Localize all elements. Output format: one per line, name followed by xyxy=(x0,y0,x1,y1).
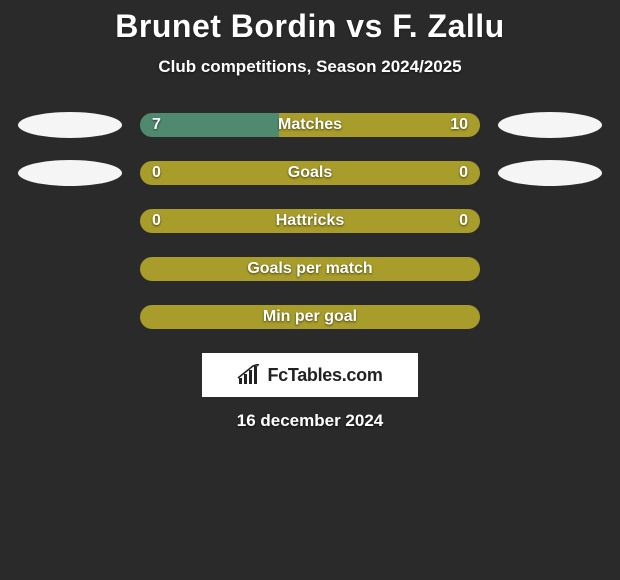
stat-label: Min per goal xyxy=(263,308,357,326)
comparison-card: Brunet Bordin vs F. Zallu Club competiti… xyxy=(0,0,620,431)
stat-bar-right-fill xyxy=(310,161,480,185)
logo-text: FcTables.com xyxy=(267,365,382,386)
stat-right-value: 0 xyxy=(459,212,468,230)
stat-label: Goals xyxy=(288,164,332,182)
logo-inner: FcTables.com xyxy=(237,364,382,386)
player-right-badge-slot xyxy=(480,112,610,138)
subtitle: Club competitions, Season 2024/2025 xyxy=(0,57,620,77)
stat-bar: 0 0 Hattricks xyxy=(140,209,480,233)
player-left-badge xyxy=(18,160,122,186)
stat-row: 0 0 Goals xyxy=(0,161,620,185)
stat-label: Matches xyxy=(278,116,342,134)
stat-left-value: 7 xyxy=(152,116,161,134)
source-logo[interactable]: FcTables.com xyxy=(202,353,418,397)
stat-left-value: 0 xyxy=(152,212,161,230)
page-title: Brunet Bordin vs F. Zallu xyxy=(0,8,620,45)
player-left-badge-slot xyxy=(10,112,140,138)
stat-row: Goals per match xyxy=(0,257,620,281)
stat-bar: 7 10 Matches xyxy=(140,113,480,137)
stat-row: 0 0 Hattricks xyxy=(0,209,620,233)
stat-bar: Goals per match xyxy=(140,257,480,281)
stat-bar-left-fill xyxy=(140,161,310,185)
player-left-badge-slot xyxy=(10,160,140,186)
stat-right-value: 0 xyxy=(459,164,468,182)
stat-bar: Min per goal xyxy=(140,305,480,329)
stat-row: 7 10 Matches xyxy=(0,113,620,137)
player-left-badge xyxy=(18,112,122,138)
player-right-badge xyxy=(498,112,602,138)
stat-bar: 0 0 Goals xyxy=(140,161,480,185)
stat-label: Hattricks xyxy=(276,212,344,230)
player-right-badge xyxy=(498,160,602,186)
player-right-badge-slot xyxy=(480,160,610,186)
stat-right-value: 10 xyxy=(450,116,468,134)
stats-area: 7 10 Matches 0 0 Goals 0 0 Hattricks Goals per ma… xyxy=(0,113,620,329)
stat-label: Goals per match xyxy=(247,260,372,278)
bar-chart-icon xyxy=(237,364,263,386)
stat-left-value: 0 xyxy=(152,164,161,182)
date-line: 16 december 2024 xyxy=(0,411,620,431)
stat-row: Min per goal xyxy=(0,305,620,329)
